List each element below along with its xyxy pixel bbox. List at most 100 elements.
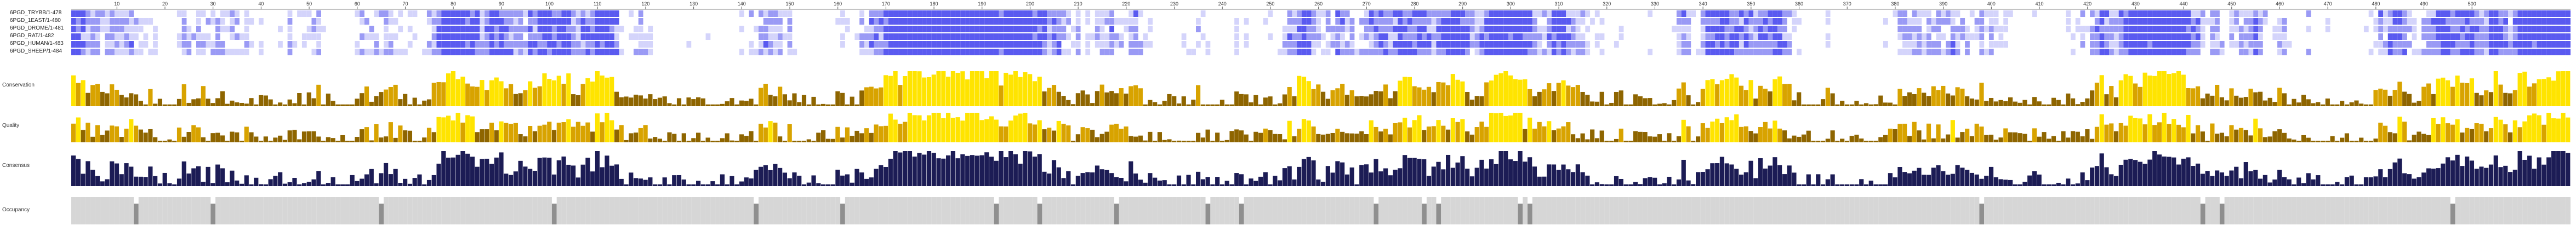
track-bar bbox=[2474, 93, 2479, 106]
residue-cell bbox=[1066, 18, 1071, 25]
residue-cell bbox=[595, 49, 600, 55]
residue-cell bbox=[1724, 41, 1730, 48]
sequence-name[interactable]: 6PGD_DROME/1-481 bbox=[10, 25, 64, 31]
residue-cell bbox=[1700, 26, 1706, 32]
residue-cell bbox=[398, 10, 403, 17]
residue-cell bbox=[1436, 26, 1441, 32]
residue-cell bbox=[2431, 10, 2436, 17]
track-bar bbox=[1878, 95, 1883, 106]
residue-cell bbox=[1325, 10, 1331, 17]
track-bar bbox=[1066, 125, 1071, 142]
track-bar bbox=[1234, 129, 1239, 142]
track-bar bbox=[1099, 169, 1104, 186]
track-bar bbox=[1258, 104, 1263, 106]
track-bar bbox=[235, 132, 240, 142]
sequence-name[interactable]: 6PGD_1EAST/1-480 bbox=[10, 18, 61, 24]
occupancy-bar bbox=[1148, 197, 1153, 224]
track-bar bbox=[2421, 134, 2426, 142]
residue-cell bbox=[1479, 41, 1485, 48]
ruler-tick-label: 490 bbox=[2420, 1, 2428, 7]
track-bar bbox=[2292, 99, 2296, 106]
track-bar bbox=[2042, 104, 2047, 106]
residue-cell bbox=[2407, 41, 2412, 48]
track-bar bbox=[734, 184, 739, 186]
residue-cell bbox=[965, 18, 970, 25]
residue-cell bbox=[931, 41, 937, 48]
occupancy-bar bbox=[700, 197, 706, 224]
residue-cell bbox=[2397, 33, 2403, 40]
track-bar bbox=[1792, 100, 1797, 106]
residue-cell bbox=[1758, 41, 1763, 48]
residue-cell bbox=[2258, 10, 2263, 17]
track-bar bbox=[1330, 132, 1335, 142]
track-bar bbox=[1580, 91, 1585, 106]
track-bar bbox=[191, 168, 196, 186]
track-bar bbox=[2018, 102, 2022, 106]
track-bar bbox=[720, 103, 725, 106]
track-bar bbox=[1821, 184, 1826, 186]
track-bar bbox=[2359, 103, 2364, 106]
residue-cell bbox=[1585, 26, 1591, 32]
track-bar bbox=[1883, 135, 1888, 142]
track-bar bbox=[730, 98, 734, 106]
occupancy-bar bbox=[157, 197, 163, 224]
residue-cell bbox=[1503, 18, 1508, 25]
residue-cell bbox=[2402, 18, 2407, 25]
residue-cell bbox=[926, 33, 932, 40]
residue-cell bbox=[81, 10, 86, 17]
track-bar bbox=[1585, 95, 1590, 106]
occupancy-bar bbox=[1369, 197, 1374, 224]
occupancy-bar bbox=[801, 197, 807, 224]
residue-cell bbox=[1109, 26, 1114, 32]
occupancy-bar bbox=[1657, 197, 1662, 224]
residue-cell bbox=[316, 41, 321, 48]
occupancy-bar bbox=[2498, 197, 2504, 224]
residue-cell bbox=[1681, 41, 1686, 48]
residue-cell bbox=[2498, 10, 2504, 17]
track-bar bbox=[1753, 99, 1758, 106]
occupancy-bar bbox=[210, 204, 216, 224]
sequence-name[interactable]: 6PGD_TRYBB/1-478 bbox=[10, 10, 62, 16]
track-bar bbox=[1090, 103, 1095, 106]
residue-cell bbox=[1988, 49, 1994, 55]
occupancy-bar bbox=[1739, 197, 1744, 224]
track-bar bbox=[1561, 164, 1566, 186]
track-bar bbox=[1167, 139, 1172, 142]
residue-cell bbox=[1431, 18, 1437, 25]
track-bar bbox=[1652, 136, 1657, 142]
residue-cell bbox=[1301, 26, 1307, 32]
track-bar bbox=[1004, 157, 1008, 186]
residue-cell bbox=[2488, 26, 2494, 32]
track-bar bbox=[2493, 71, 2498, 106]
alignment-panel[interactable] bbox=[71, 10, 2571, 56]
sequence-name[interactable]: 6PGD_HUMAN/1-483 bbox=[10, 41, 64, 47]
residue-cell bbox=[2133, 26, 2138, 32]
residue-cell bbox=[787, 18, 793, 25]
track-bar bbox=[1393, 91, 1398, 106]
residue-cell bbox=[1119, 41, 1124, 48]
track-bar bbox=[1071, 104, 1076, 106]
track-bar bbox=[1494, 164, 1498, 186]
track-bar bbox=[2267, 136, 2272, 142]
residue-cell bbox=[888, 41, 893, 48]
residue-cell bbox=[485, 26, 489, 32]
track-bar bbox=[1859, 138, 1864, 142]
sequence-name[interactable]: 6PGD_SHEEP/1-484 bbox=[10, 48, 62, 54]
occupancy-bar bbox=[225, 197, 230, 224]
track-bar bbox=[710, 141, 715, 142]
residue-cell bbox=[1311, 49, 1317, 55]
track-bar bbox=[2508, 132, 2513, 142]
residue-cell bbox=[759, 41, 763, 48]
track-bar bbox=[1090, 172, 1095, 186]
occupancy-bar bbox=[2512, 197, 2518, 224]
sequence-name[interactable]: 6PGD_RAT/1-482 bbox=[10, 33, 54, 39]
residue-cell bbox=[2455, 49, 2460, 55]
occupancy-bar bbox=[2215, 197, 2220, 224]
track-bar bbox=[2104, 124, 2109, 142]
occupancy-bar bbox=[1258, 197, 1263, 224]
residue-cell bbox=[1777, 41, 1782, 48]
residue-cell bbox=[1825, 10, 1831, 17]
residue-cell bbox=[1446, 49, 1451, 55]
occupancy-bar bbox=[1691, 197, 1696, 224]
residue-cell bbox=[360, 18, 364, 25]
